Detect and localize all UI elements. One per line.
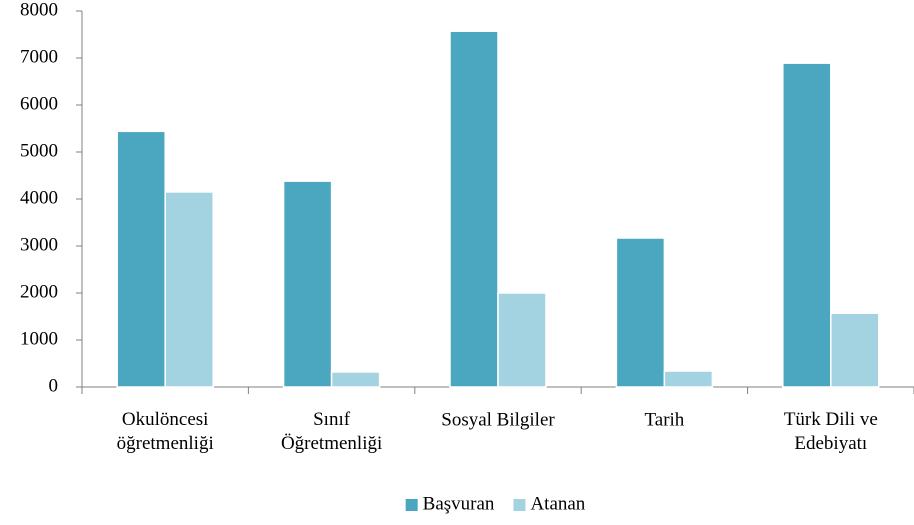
y-tick-label: 5000 (20, 140, 58, 161)
bar (663, 370, 714, 388)
y-tick-label: 4000 (20, 187, 58, 208)
y-tick-label: 3000 (20, 234, 58, 255)
legend-swatch (513, 499, 526, 511)
legend-label: Atanan (530, 493, 585, 514)
bar (330, 371, 381, 388)
y-tick-label: 8000 (20, 0, 58, 20)
x-tick-label: Sınıf Öğretmenliği (281, 409, 382, 454)
bar (282, 180, 333, 388)
y-tick-label: 1000 (20, 328, 58, 349)
y-tick-label: 6000 (20, 93, 58, 114)
bar (164, 191, 214, 388)
y-tick-label: 7000 (20, 46, 58, 67)
x-tick-label: Tarih (644, 409, 684, 430)
bar (830, 312, 880, 388)
bar (782, 62, 832, 388)
y-tick-label: 0 (49, 375, 59, 396)
legend-label: Başvuran (423, 493, 495, 514)
y-tick-label: 2000 (20, 281, 58, 302)
x-tick-label: Türk Dili ve Edebiyatı (784, 409, 878, 454)
bar (449, 30, 499, 388)
bar (116, 130, 166, 388)
x-tick-label: Okulöncesi öğretmenliği (117, 409, 214, 454)
bar (497, 292, 547, 388)
bar (615, 237, 666, 388)
legend-swatch (405, 499, 418, 511)
x-tick-label: Sosyal Bilgiler (441, 409, 555, 430)
